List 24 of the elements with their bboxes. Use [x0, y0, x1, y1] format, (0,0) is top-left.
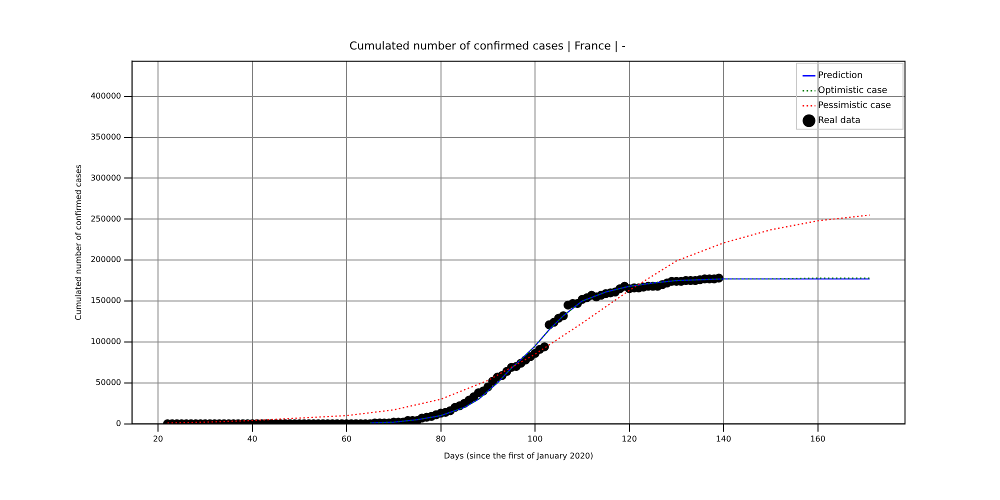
y-tick-label: 50000	[96, 378, 122, 387]
x-tick-label: 120	[622, 434, 637, 444]
y-tick-label: 300000	[90, 173, 122, 182]
x-tick-label: 80	[436, 434, 446, 444]
x-tick-label: 40	[247, 434, 258, 444]
y-tick-label: 400000	[90, 91, 122, 100]
x-tick-label: 140	[716, 434, 732, 444]
x-tick-label: 20	[152, 434, 164, 444]
x-tick-label: 160	[810, 434, 826, 444]
x-tick-label: 100	[527, 434, 543, 444]
y-tick-label: 200000	[90, 255, 122, 264]
y-tick-label: 0	[116, 418, 122, 428]
y-tick-label: 100000	[90, 337, 122, 346]
legend-label: Pessimistic case	[818, 101, 892, 112]
y-axis-title: Cumulated number of confirmed cases	[74, 164, 83, 320]
x-axis-title: Days (since the first of January 2020)	[444, 451, 594, 460]
legend-label: Real data	[818, 116, 861, 126]
y-tick-label: 150000	[90, 296, 122, 306]
y-tick-label: 350000	[90, 132, 122, 142]
legend-label: Prediction	[818, 71, 863, 82]
x-tick-label: 60	[341, 434, 352, 444]
legend-label: Optimistic case	[818, 86, 888, 96]
y-tick-label: 250000	[90, 214, 122, 224]
chart-title: Cumulated number of confirmed cases | France | -	[349, 39, 626, 52]
